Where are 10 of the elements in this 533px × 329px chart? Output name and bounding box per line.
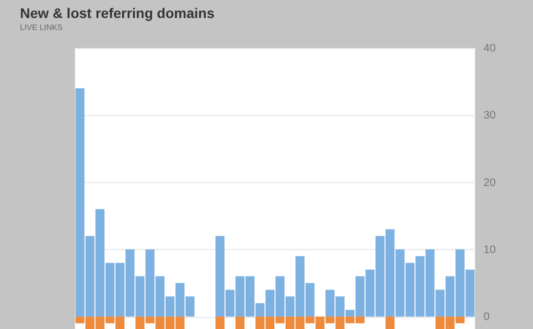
y-tick-label: 40 <box>484 42 496 54</box>
bar <box>215 316 224 329</box>
y-tick-label: 0 <box>484 311 490 324</box>
bar <box>386 316 395 329</box>
y-tick-label: 20 <box>484 176 496 189</box>
y-tick-label: 10 <box>484 244 496 256</box>
chart-subtitle: LIVE LINKS <box>20 23 63 32</box>
y-tick-label: 30 <box>484 110 496 122</box>
chart-title: New & lost referring domains <box>20 5 215 21</box>
bar <box>235 316 245 329</box>
